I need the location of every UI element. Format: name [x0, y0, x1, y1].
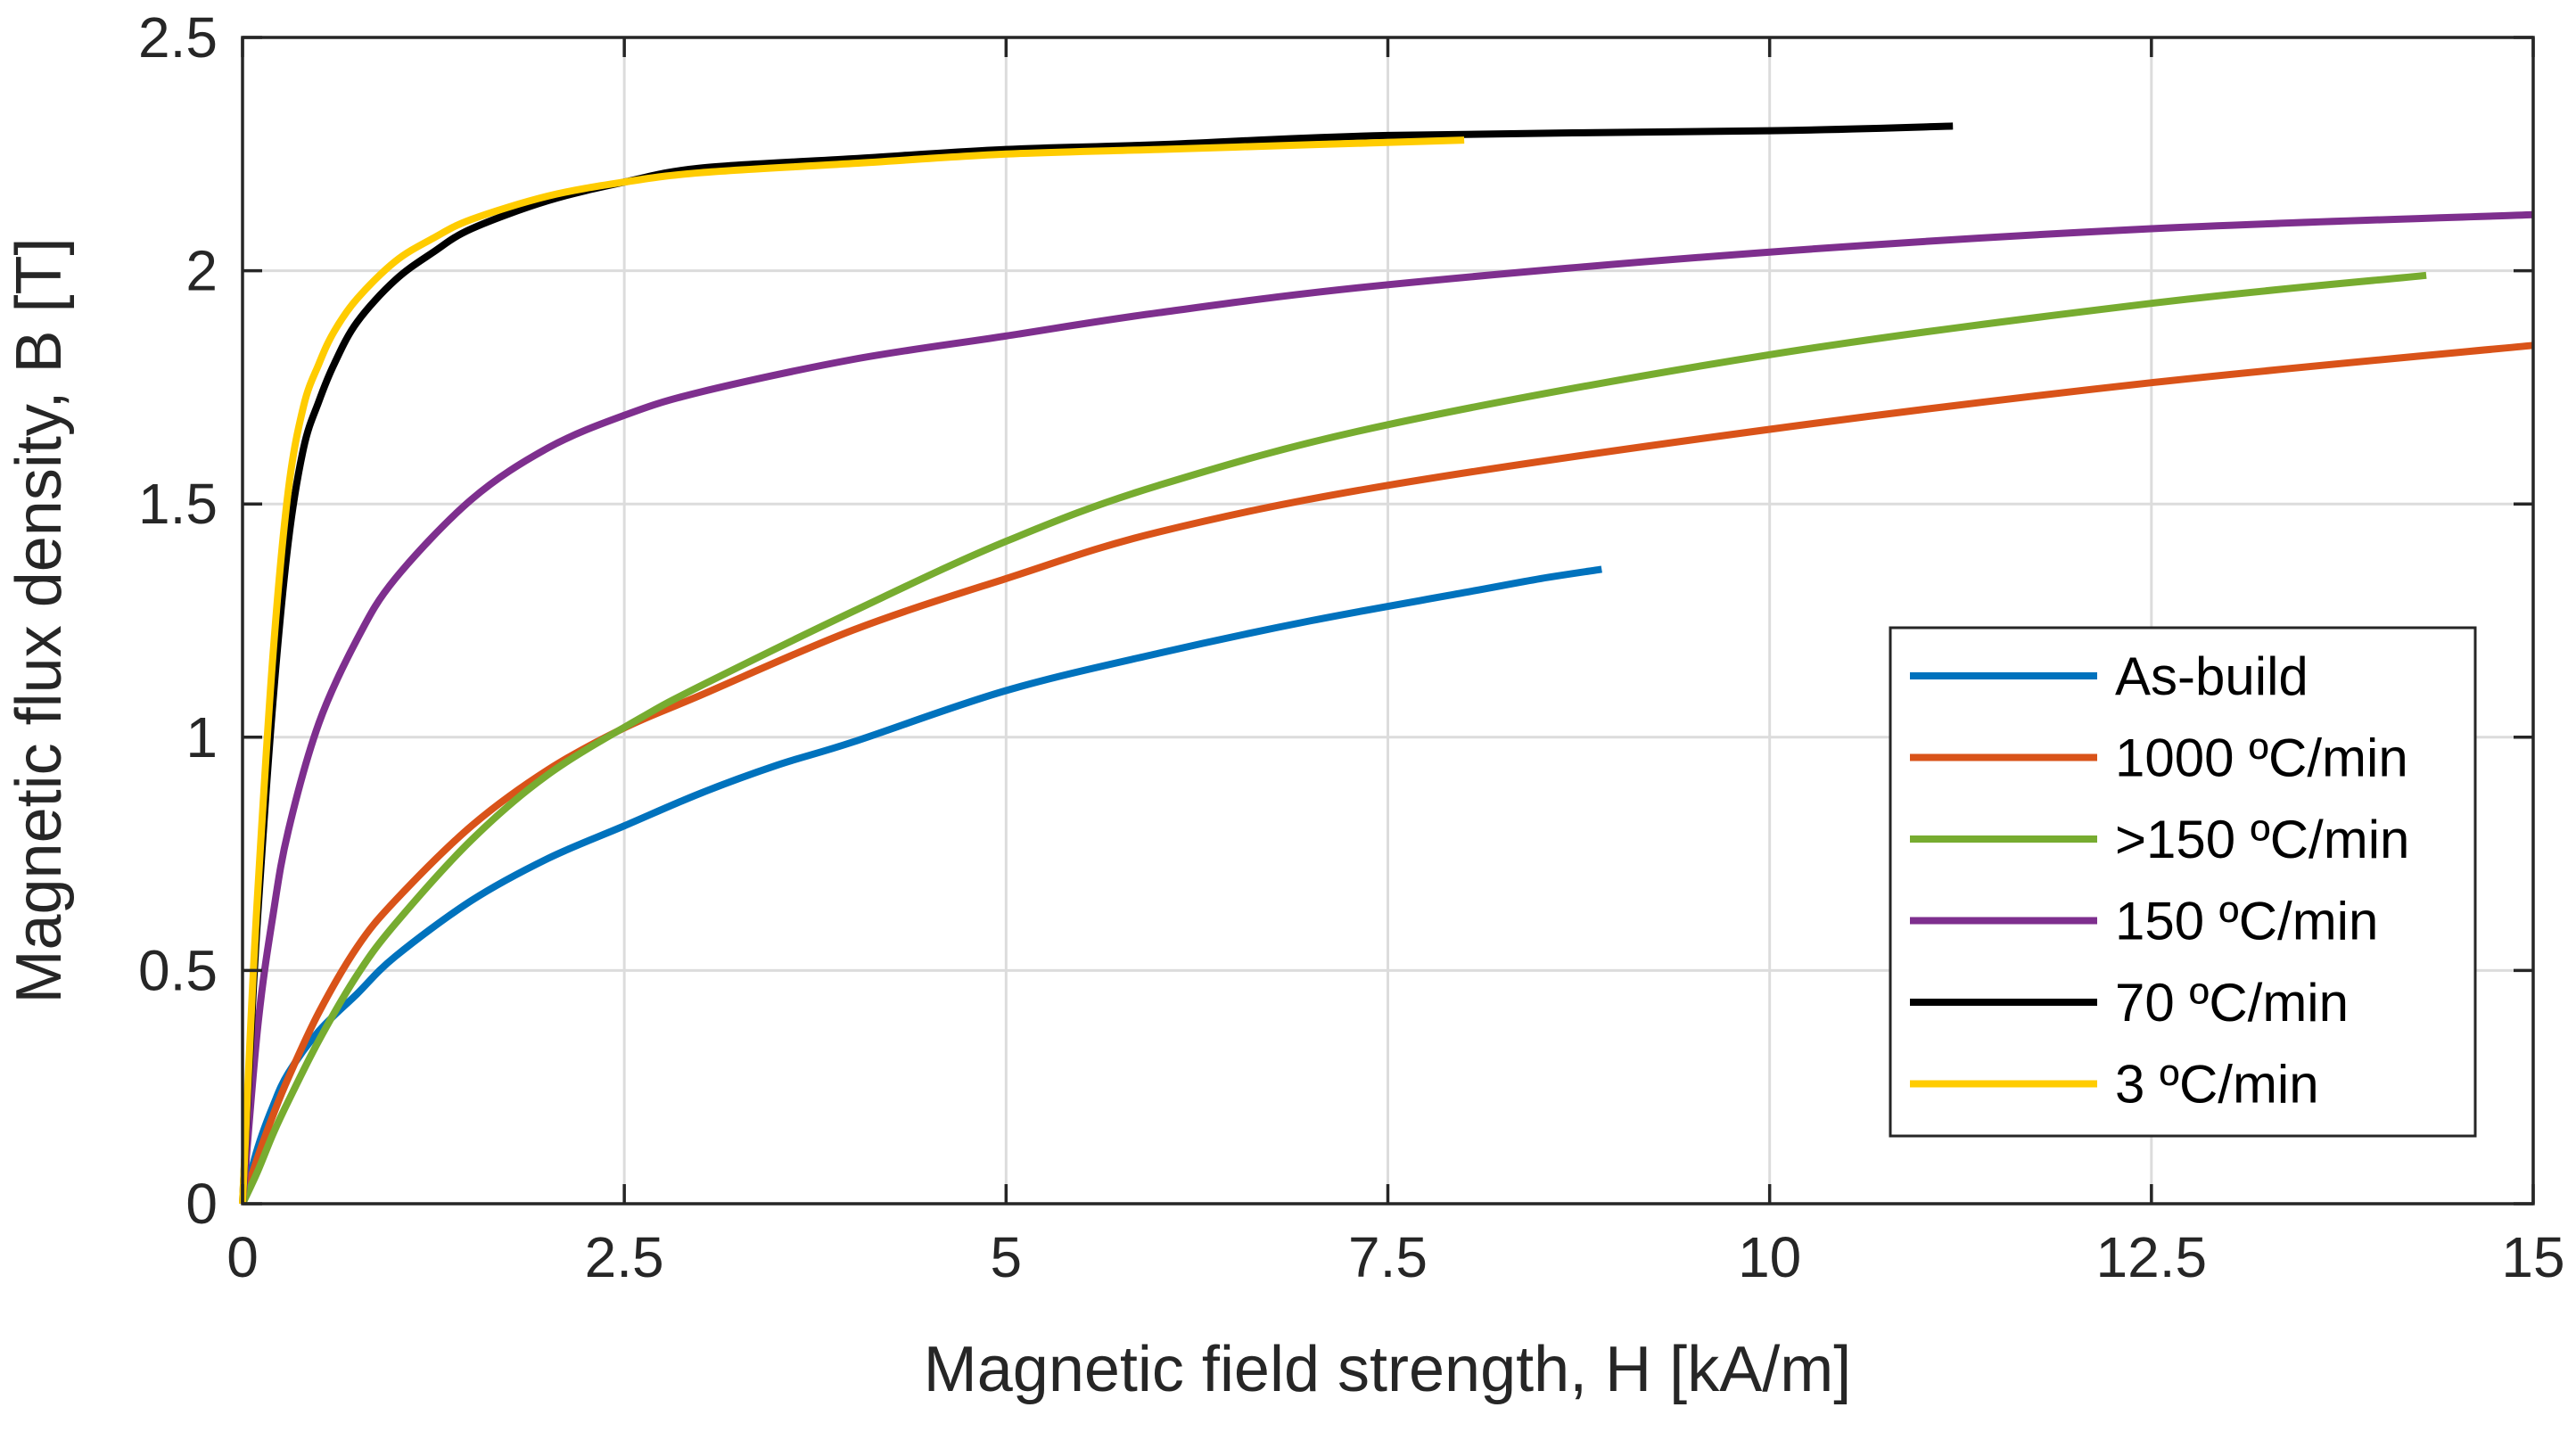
x-tick-label: 7.5 — [1348, 1225, 1428, 1289]
y-axis-label: Magnetic flux density, B [T] — [4, 237, 75, 1003]
tick-marks — [241, 36, 2535, 1206]
y-tick-label: 2.5 — [138, 5, 218, 70]
legend-label: As-build — [2115, 646, 2309, 706]
legend-label: 3 ºC/min — [2115, 1055, 2319, 1115]
y-tick-label: 2 — [185, 239, 218, 303]
x-tick-label: 0 — [226, 1225, 259, 1289]
series-line-3-c-min — [239, 136, 1465, 1205]
x-tick-label: 15 — [2501, 1225, 2564, 1289]
series-line-150-c-min — [239, 210, 2534, 1205]
y-tick-label: 0.5 — [138, 938, 218, 1002]
legend: As-build 1000 ºC/min >150 ºC/min 150 ºC/min… — [1889, 626, 2477, 1138]
y-tick-label: 1.5 — [138, 472, 218, 536]
legend-label: >150 ºC/min — [2115, 810, 2409, 869]
series-line-1000-c-min — [239, 342, 2534, 1206]
y-tick-label: 0 — [185, 1172, 218, 1236]
legend-box — [1889, 626, 2477, 1138]
x-tick-label: 5 — [991, 1225, 1023, 1289]
x-tick-label: 12.5 — [2096, 1225, 2208, 1289]
x-tick-labels: 0 2.5 5 7.5 10 12.5 15 — [226, 1225, 2564, 1289]
series-line-150-c-min — [239, 271, 2427, 1206]
y-tick-label: 1 — [185, 705, 218, 769]
legend-label: 70 ºC/min — [2115, 973, 2349, 1033]
series-line-as-build — [239, 565, 1602, 1206]
grid — [243, 37, 2533, 1204]
x-tick-label: 2.5 — [585, 1225, 664, 1289]
legend-label: 150 ºC/min — [2115, 892, 2378, 951]
y-tick-labels: 0 0.5 1 1.5 2 2.5 — [138, 5, 218, 1236]
series-lines — [239, 122, 2534, 1206]
legend-label: 1000 ºC/min — [2115, 728, 2408, 788]
x-tick-label: 10 — [1738, 1225, 1801, 1289]
x-axis-label: Magnetic field strength, H [kA/m] — [924, 1334, 1851, 1405]
